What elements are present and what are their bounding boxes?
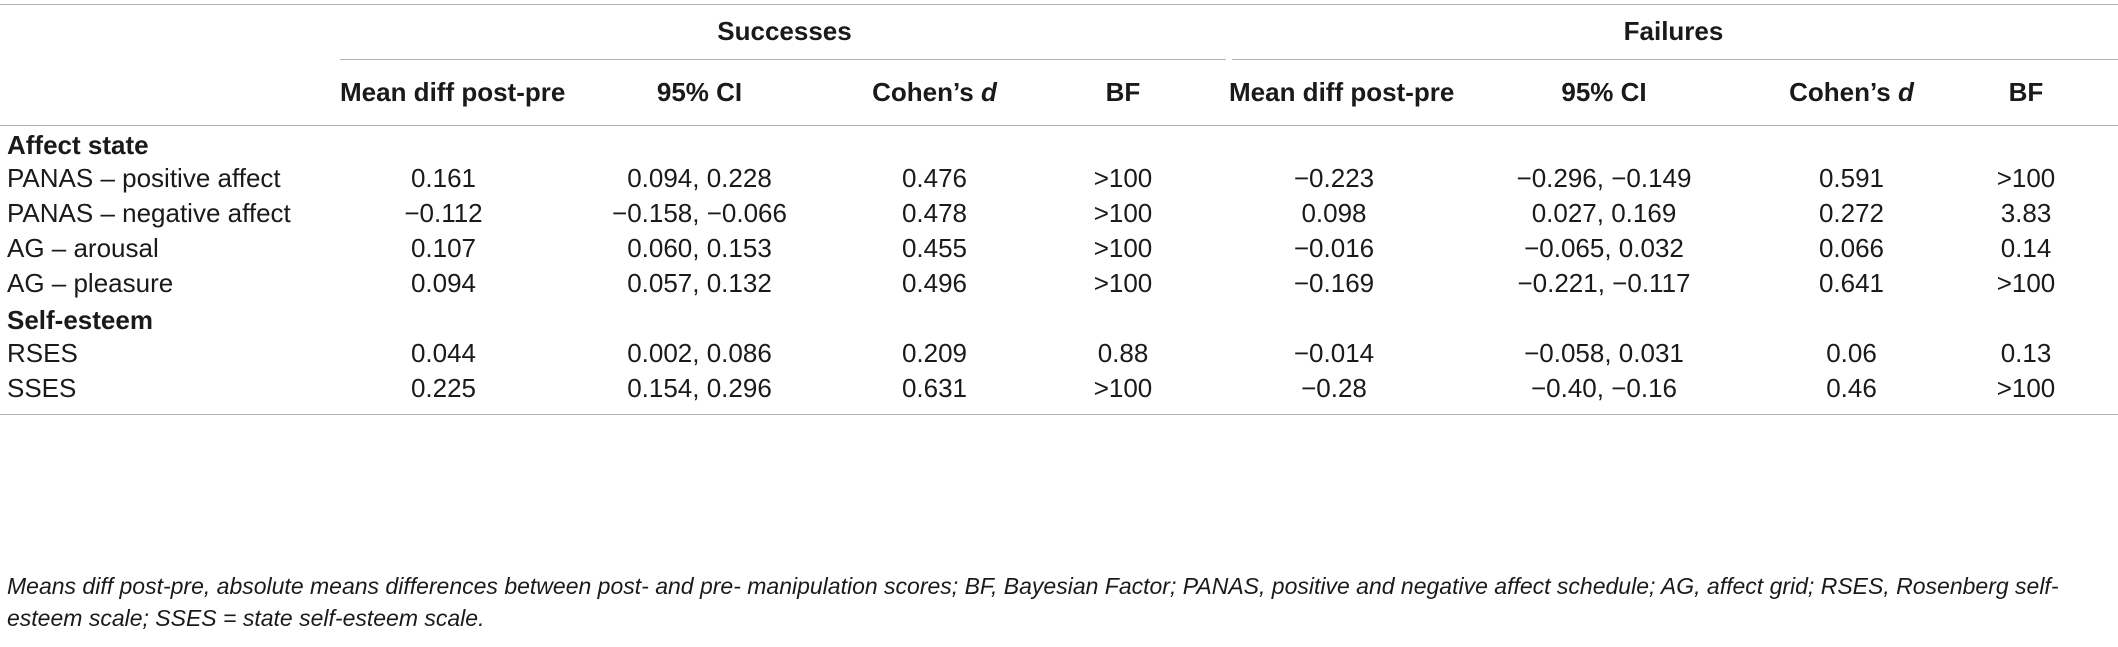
cell: >100 xyxy=(1996,268,2056,298)
cell: −0.112 xyxy=(404,198,483,228)
cell: 0.154, 0.296 xyxy=(627,373,772,403)
cell: 0.057, 0.132 xyxy=(627,268,772,298)
cell: 0.060, 0.153 xyxy=(627,233,772,263)
row-label: RSES xyxy=(7,338,78,368)
row-label: AG – pleasure xyxy=(7,268,174,298)
cell: 0.027, 0.169 xyxy=(1531,198,1677,228)
row-label: PANAS – positive affect xyxy=(7,163,281,193)
row-label: SSES xyxy=(7,373,77,403)
results-table: Successes Failures Mean diff post-pre 95… xyxy=(0,4,2118,415)
cell: 0.88 xyxy=(1097,338,1149,368)
cell: −0.014 xyxy=(1293,338,1375,368)
cell: 0.107 xyxy=(410,233,477,263)
cell: 0.476 xyxy=(901,163,968,193)
cell: 0.46 xyxy=(1826,373,1877,403)
cell: −0.016 xyxy=(1293,233,1375,263)
cell: −0.169 xyxy=(1293,268,1375,298)
cell: 0.002, 0.086 xyxy=(627,338,772,368)
cell: 0.455 xyxy=(901,233,968,263)
cell: 0.098 xyxy=(1301,198,1367,228)
cell: 0.631 xyxy=(901,373,968,403)
cell: −0.158, −0.066 xyxy=(612,198,787,228)
table-footnote: Means diff post-pre, absolute means diff… xyxy=(7,573,2059,631)
top-rule xyxy=(0,4,2118,5)
table-row: SSES 0.225 0.154, 0.296 0.631 >100 −0.28… xyxy=(0,371,2118,406)
col-bf-failures: BF xyxy=(2008,76,2044,107)
group-rule xyxy=(0,58,2118,60)
cell: >100 xyxy=(1093,163,1153,193)
cell: 3.83 xyxy=(2000,198,2052,228)
table-row: PANAS – positive affect 0.161 0.094, 0.2… xyxy=(0,161,2118,196)
cell: −0.058, 0.031 xyxy=(1524,338,1684,368)
cell: 0.044 xyxy=(410,338,477,368)
cell: −0.065, 0.032 xyxy=(1524,233,1684,263)
cell: >100 xyxy=(1996,373,2056,403)
row-label: PANAS – negative affect xyxy=(7,198,291,228)
col-cohens-d-failures: Cohen’s d xyxy=(1789,76,1914,107)
section-self-esteem: Self-esteem xyxy=(7,305,153,335)
cell: −0.223 xyxy=(1293,163,1375,193)
bottom-rule xyxy=(0,414,2118,415)
cell: >100 xyxy=(1093,268,1153,298)
col-ci-successes: 95% CI xyxy=(656,76,743,107)
cell: −0.40, −0.16 xyxy=(1530,373,1678,403)
cell: 0.066 xyxy=(1818,233,1885,263)
cell: 0.225 xyxy=(410,373,477,403)
table-row: PANAS – negative affect −0.112 −0.158, −… xyxy=(0,196,2118,231)
cell: 0.478 xyxy=(901,198,968,228)
col-ci-failures: 95% CI xyxy=(1561,76,1647,107)
cell: −0.28 xyxy=(1301,373,1367,403)
cell: >100 xyxy=(1093,198,1153,228)
section-affect-state: Affect state xyxy=(7,130,149,160)
cell: −0.296, −0.149 xyxy=(1516,163,1692,193)
cell: >100 xyxy=(1093,373,1153,403)
col-mean-diff-successes: Mean diff post-pre xyxy=(340,76,566,107)
group-header-row: Successes Failures xyxy=(0,5,2118,59)
cell: 0.496 xyxy=(901,268,968,298)
table-row: RSES 0.044 0.002, 0.086 0.209 0.88 −0.01… xyxy=(0,336,2118,371)
cell: 0.209 xyxy=(901,338,968,368)
cell: −0.221, −0.117 xyxy=(1517,268,1691,298)
cell: >100 xyxy=(1996,163,2056,193)
cell: 0.161 xyxy=(410,163,477,193)
col-cohens-d-successes: Cohen’s d xyxy=(872,76,997,107)
col-bf-successes: BF xyxy=(1105,76,1141,107)
col-mean-diff-failures: Mean diff post-pre xyxy=(1229,76,1455,107)
cell: 0.14 xyxy=(2000,233,2052,263)
cell: >100 xyxy=(1093,233,1153,263)
column-header-row: Mean diff post-pre 95% CI Cohen’s d BF M… xyxy=(0,60,2118,126)
cell: 0.272 xyxy=(1818,198,1885,228)
row-label: AG – arousal xyxy=(7,233,159,263)
group-successes: Successes xyxy=(717,16,852,47)
cell: 0.094 xyxy=(410,268,477,298)
table-row: AG – pleasure 0.094 0.057, 0.132 0.496 >… xyxy=(0,266,2118,301)
group-failures: Failures xyxy=(1623,16,1724,47)
cell: 0.641 xyxy=(1818,268,1885,298)
header-rule xyxy=(0,125,2118,126)
cell: 0.094, 0.228 xyxy=(627,163,772,193)
table-row: AG – arousal 0.107 0.060, 0.153 0.455 >1… xyxy=(0,231,2118,266)
cell: 0.13 xyxy=(2000,338,2052,368)
cell: 0.06 xyxy=(1826,338,1877,368)
cell: 0.591 xyxy=(1818,163,1885,193)
